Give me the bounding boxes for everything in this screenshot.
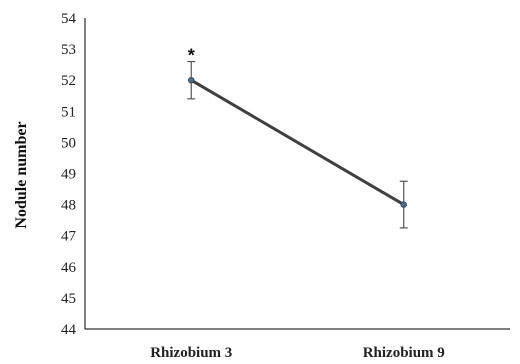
series-line — [190, 78, 405, 206]
y-tick-label: 52 — [61, 73, 76, 89]
y-tick-label: 50 — [61, 135, 76, 151]
y-tick-label: 47 — [61, 229, 77, 245]
y-tick-label: 44 — [61, 322, 77, 338]
y-tick-label: 46 — [61, 260, 77, 276]
y-tick-label: 54 — [61, 11, 77, 27]
y-axis: 44 45 46 47 48 49 50 51 52 53 54 — [61, 11, 86, 338]
y-tick-label: 51 — [61, 104, 76, 120]
annotations: * — [188, 46, 195, 66]
data-point — [188, 76, 195, 84]
x-axis: Rhizobium 3 Rhizobium 9 — [85, 328, 510, 361]
y-tick-label: 48 — [61, 198, 76, 214]
x-category-label: Rhizobium 9 — [363, 345, 445, 361]
x-category-label: Rhizobium 3 — [150, 345, 232, 361]
y-axis-title: Nodule number — [13, 121, 30, 228]
x-category-labels: Rhizobium 3 Rhizobium 9 — [150, 345, 445, 361]
significance-marker: * — [188, 46, 195, 66]
y-tick-label: 49 — [61, 167, 76, 183]
y-tick-label: 53 — [61, 42, 76, 58]
data-point — [400, 201, 407, 208]
y-tick-labels: 44 45 46 47 48 49 50 51 52 53 54 — [61, 11, 77, 338]
series-group — [187, 60, 408, 229]
y-tick-label: 45 — [61, 291, 76, 307]
